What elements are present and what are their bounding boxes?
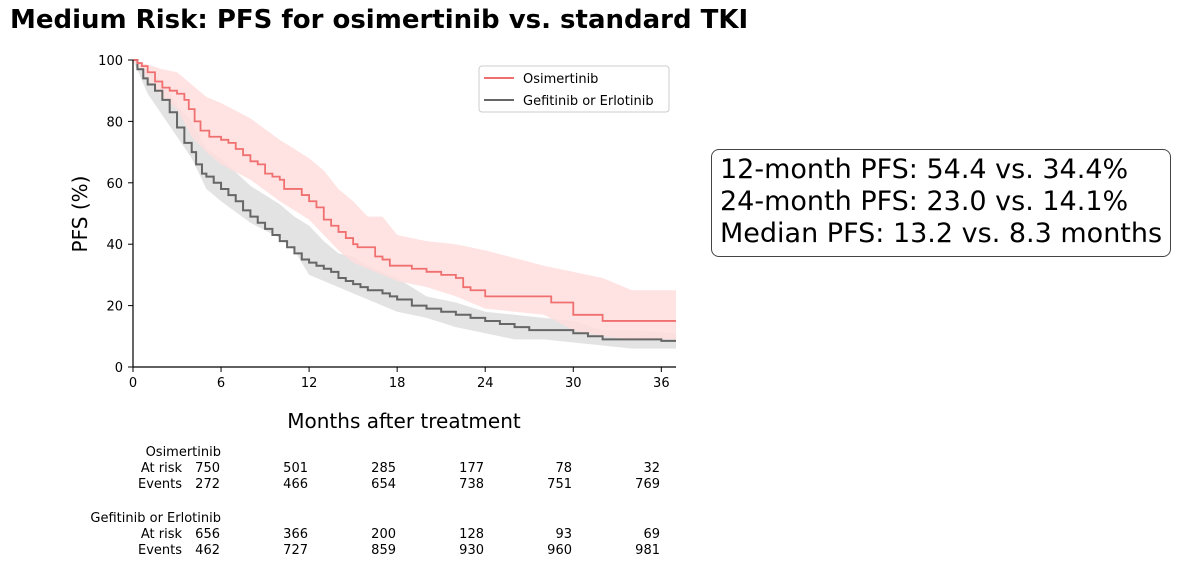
risk-cell: 366	[283, 527, 308, 542]
x-tick-label: 6	[217, 376, 225, 391]
pfs-summary-box: 12-month PFS: 54.4 vs. 34.4% 24-month PF…	[711, 149, 1171, 257]
y-tick-label: 20	[106, 300, 123, 315]
y-tick-label: 100	[98, 54, 123, 69]
survival-curves	[133, 59, 676, 342]
risk-cell: 738	[459, 477, 484, 492]
x-tick-label: 24	[477, 376, 494, 391]
y-tick-label: 80	[106, 115, 123, 130]
risk-cell: 859	[371, 543, 396, 558]
risk-cell: 272	[195, 477, 220, 492]
risk-cell: 769	[635, 477, 660, 492]
x-tick-label: 36	[653, 376, 670, 391]
pfs-24-month: 24-month PFS: 23.0 vs. 14.1%	[720, 186, 1129, 217]
legend-label: Gefitinib or Erlotinib	[523, 94, 654, 109]
risk-row-label: Events	[137, 543, 182, 558]
risk-cell: 177	[459, 461, 484, 476]
risk-cell: 656	[195, 527, 220, 542]
risk-row-label: At risk	[140, 461, 182, 476]
risk-cell: 200	[371, 527, 396, 542]
risk-cell: 751	[547, 477, 572, 492]
legend-label: Osimertinib	[523, 72, 598, 87]
x-axis-label: Months after treatment	[287, 409, 521, 433]
risk-cell: 466	[283, 477, 308, 492]
risk-cell: 654	[371, 477, 396, 492]
y-tick-label: 40	[106, 238, 123, 253]
risk-cell: 93	[555, 527, 572, 542]
risk-group-name: Gefitinib or Erlotinib	[90, 511, 221, 526]
y-tick-label: 0	[115, 361, 123, 376]
band-gefitinib-erlotinib	[133, 60, 676, 349]
risk-cell: 960	[547, 543, 572, 558]
risk-cell: 128	[459, 527, 484, 542]
risk-cell: 32	[643, 461, 660, 476]
x-tick-label: 0	[129, 376, 137, 391]
x-tick-label: 30	[565, 376, 582, 391]
curve-osimertinib	[133, 59, 676, 322]
risk-cell: 462	[195, 543, 220, 558]
chart-title: Medium Risk: PFS for osimertinib vs. sta…	[10, 5, 749, 35]
risk-row-label: At risk	[140, 527, 182, 542]
risk-cell: 930	[459, 543, 484, 558]
y-axis-label: PFS (%)	[68, 176, 92, 253]
x-tick-label: 12	[301, 376, 318, 391]
risk-cell: 981	[635, 543, 660, 558]
risk-cell: 501	[283, 461, 308, 476]
legend-frame	[478, 65, 670, 113]
curve-gefitinib-erlotinib	[133, 59, 676, 342]
confidence-bands	[133, 60, 676, 349]
median-pfs: Median PFS: 13.2 vs. 8.3 months	[720, 218, 1163, 249]
risk-cell: 750	[195, 461, 220, 476]
risk-cell: 69	[643, 527, 660, 542]
y-tick-label: 60	[106, 177, 123, 192]
pfs-12-month: 12-month PFS: 54.4 vs. 34.4%	[720, 154, 1129, 185]
risk-row-label: Events	[137, 477, 182, 492]
axes: 0 6 12 18 24 30 36 0 20 40 60 80 100 Months after tre…	[68, 54, 676, 433]
risk-cell: 727	[283, 543, 308, 558]
legend: Osimertinib Gefitinib or Erlotinib	[478, 65, 670, 113]
x-tick-label: 18	[389, 376, 406, 391]
risk-cell: 78	[555, 461, 572, 476]
risk-group-name: Osimertinib	[145, 445, 221, 460]
risk-cell: 285	[371, 461, 396, 476]
band-osimertinib	[133, 60, 676, 340]
